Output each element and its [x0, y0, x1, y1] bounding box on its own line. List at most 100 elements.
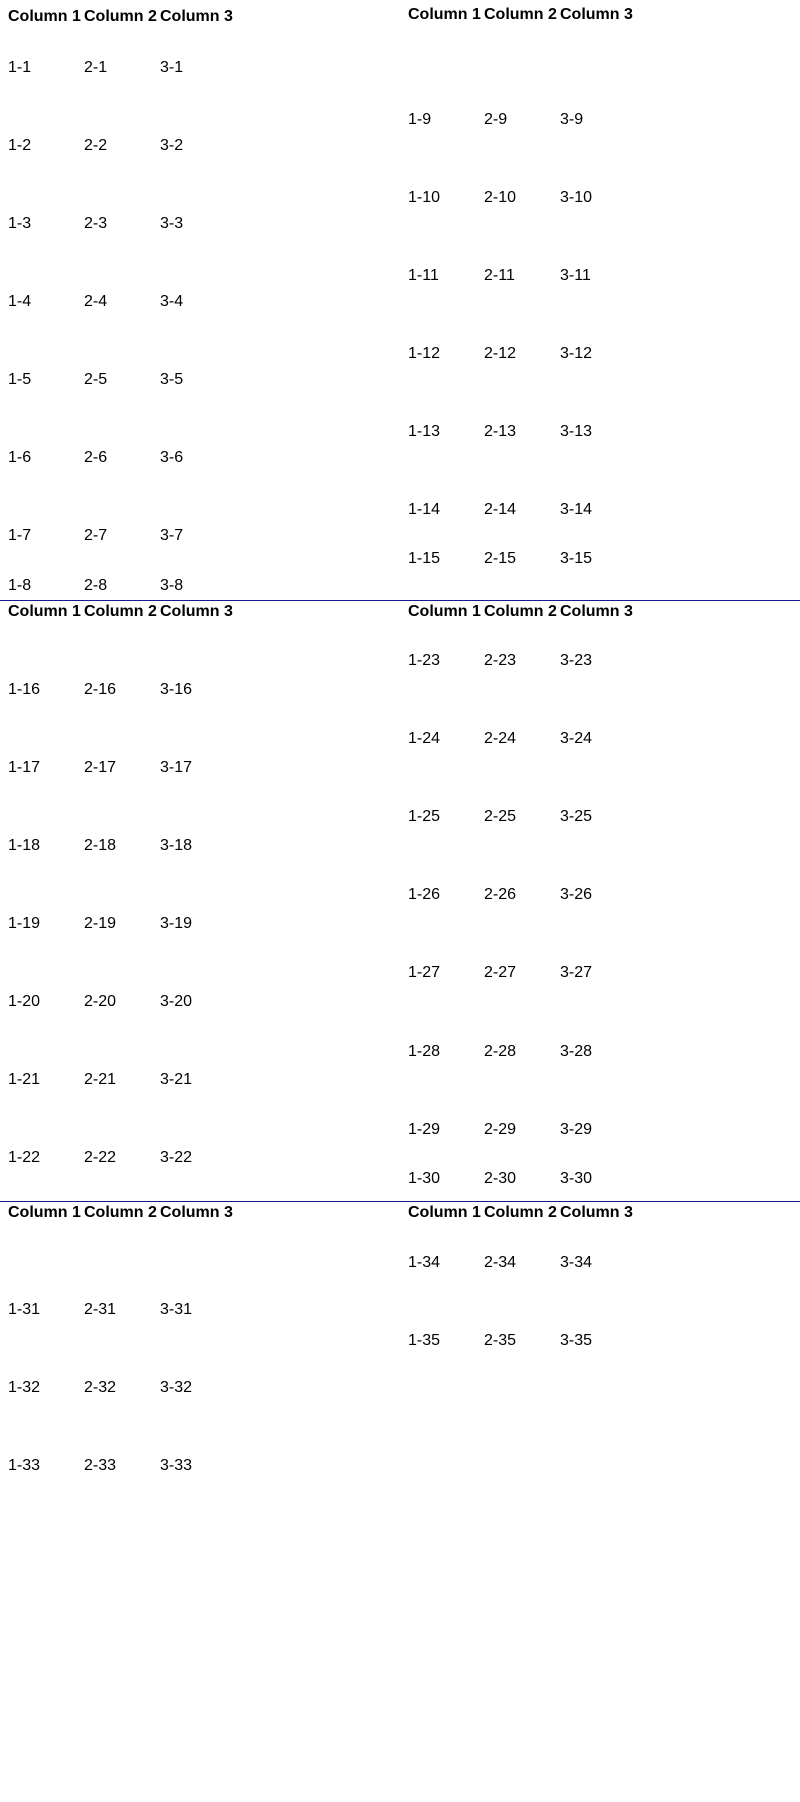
column-header: Column 1 — [408, 1204, 481, 1221]
table-cell: 2-12 — [484, 345, 517, 362]
table-cell: 1-2 — [8, 137, 32, 154]
table-cell: 1-14 — [408, 501, 441, 518]
table-cell: 2-11 — [484, 267, 515, 284]
table-cell: 1-13 — [408, 423, 441, 440]
table-cell: 1-28 — [408, 1043, 441, 1060]
table-cell: 3-26 — [560, 886, 593, 903]
column-header: Column 1 — [8, 603, 81, 620]
table-cell: 2-25 — [484, 808, 517, 825]
column-header: Column 2 — [84, 8, 157, 25]
table-cell: 3-25 — [560, 808, 593, 825]
table-cell: 3-31 — [160, 1301, 193, 1318]
table-cell: 2-26 — [484, 886, 517, 903]
table-cell: 2-18 — [84, 837, 117, 854]
table-cell: 1-20 — [8, 993, 41, 1010]
table-cell: 2-35 — [484, 1332, 517, 1349]
table-cell: 1-6 — [8, 449, 32, 466]
table-row: 1-12 2-12 3-12 — [0, 345, 800, 365]
table-row: 1-2 2-2 3-2 — [0, 137, 800, 157]
table-cell: 3-2 — [160, 137, 184, 154]
table-cell: 2-22 — [84, 1149, 117, 1166]
table-cell: 3-13 — [560, 423, 593, 440]
column-header: Column 3 — [160, 8, 233, 25]
table-cell: 3-18 — [160, 837, 193, 854]
table-row: 1-19 2-19 3-19 — [0, 915, 800, 935]
table-row: 1-4 2-4 3-4 — [0, 293, 800, 313]
table-cell: 3-32 — [160, 1379, 193, 1396]
column-header: Column 1 — [408, 603, 481, 620]
table-cell: 1-29 — [408, 1121, 441, 1138]
table-cell: 2-31 — [84, 1301, 117, 1318]
table-cell: 2-2 — [84, 137, 108, 154]
table-row: 1-21 2-21 3-21 — [0, 1071, 800, 1091]
table-cell: 1-26 — [408, 886, 441, 903]
table-cell: 2-30 — [484, 1170, 517, 1187]
table-row: 1-34 2-34 3-34 — [0, 1254, 800, 1274]
table-cell: 3-29 — [560, 1121, 593, 1138]
table-cell: 2-13 — [484, 423, 517, 440]
table-cell: 3-24 — [560, 730, 593, 747]
table-cell: 1-15 — [408, 550, 441, 567]
column-header: Column 2 — [484, 6, 557, 23]
table-cell: 1-16 — [8, 681, 41, 698]
table-cell: 2-3 — [84, 215, 108, 232]
table-cell: 2-34 — [484, 1254, 517, 1271]
table-cell: 1-17 — [8, 759, 41, 776]
table-cell: 1-30 — [408, 1170, 441, 1187]
table-cell: 1-5 — [8, 371, 32, 388]
table-cell: 2-5 — [84, 371, 108, 388]
table-cell: 2-4 — [84, 293, 108, 310]
table-cell: 3-8 — [160, 577, 184, 594]
table-row: 1-10 2-10 3-10 — [0, 189, 800, 209]
table-cell: 3-14 — [560, 501, 593, 518]
table-cell: 1-10 — [408, 189, 441, 206]
column-header: Column 3 — [560, 603, 633, 620]
table-cell: 3-6 — [160, 449, 184, 466]
table-cell: 2-20 — [84, 993, 117, 1010]
table-cell: 2-8 — [84, 577, 108, 594]
table-cell: 2-29 — [484, 1121, 517, 1138]
table-cell: 2-14 — [484, 501, 517, 518]
table-cell: 1-7 — [8, 527, 32, 544]
table-cell: 3-7 — [160, 527, 184, 544]
table-cell: 3-5 — [160, 371, 184, 388]
table-row: 1-11 2-11 3-11 — [0, 267, 800, 287]
table-row: 1-26 2-26 3-26 — [0, 886, 800, 906]
table-cell: 1-27 — [408, 964, 441, 981]
column-header: Column 1 — [408, 6, 481, 23]
column-header: Column 3 — [160, 1204, 233, 1221]
table-cell: 1-23 — [408, 652, 441, 669]
table-row: 1-22 2-22 3-22 — [0, 1149, 800, 1169]
column-header: Column 3 — [560, 1204, 633, 1221]
table-row: 1-31 2-31 3-31 — [0, 1301, 800, 1321]
table-cell: 3-1 — [160, 59, 184, 76]
table-cell: 3-34 — [560, 1254, 593, 1271]
table-row: 1-33 2-33 3-33 — [0, 1457, 800, 1477]
table-cell: 1-25 — [408, 808, 441, 825]
column-header: Column 2 — [484, 1204, 557, 1221]
column-header: Column 2 — [484, 603, 557, 620]
table-cell: 3-27 — [560, 964, 593, 981]
column-header: Column 2 — [84, 603, 157, 620]
table-cell: 2-15 — [484, 550, 517, 567]
table-cell: 3-3 — [160, 215, 184, 232]
table-cell: 3-33 — [160, 1457, 193, 1474]
table-row: 1-25 2-25 3-25 — [0, 808, 800, 828]
column-header: Column 3 — [560, 6, 633, 23]
table-cell: 2-33 — [84, 1457, 117, 1474]
table-cell: 1-3 — [8, 215, 32, 232]
table-cell: 1-19 — [8, 915, 41, 932]
table-row: 1-20 2-20 3-20 — [0, 993, 800, 1013]
table-cell: 3-16 — [160, 681, 193, 698]
table-cell: 3-10 — [560, 189, 593, 206]
table-cell: 2-7 — [84, 527, 108, 544]
table-cell: 2-6 — [84, 449, 108, 466]
table-row: 1-13 2-13 3-13 — [0, 423, 800, 443]
column-header: Column 1 — [8, 1204, 81, 1221]
table-cell: 1-24 — [408, 730, 441, 747]
table-row: 1-23 2-23 3-23 — [0, 652, 800, 672]
table-cell: 1-11 — [408, 267, 439, 284]
table-cell: 1-12 — [408, 345, 441, 362]
table-cell: 3-11 — [560, 267, 591, 284]
table-row: 1-18 2-18 3-18 — [0, 837, 800, 857]
